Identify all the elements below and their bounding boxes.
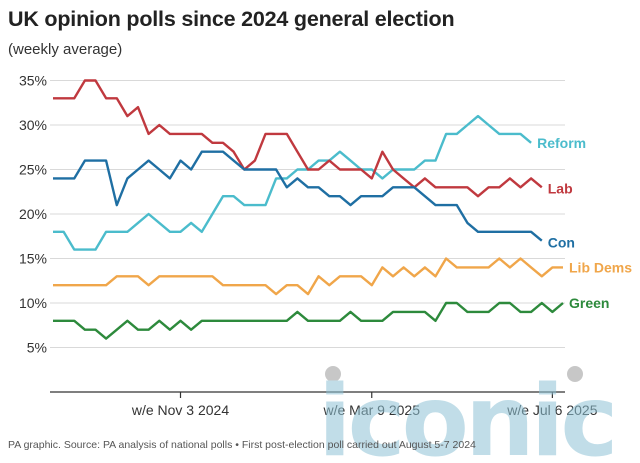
series-label-lab: Lab [548, 180, 573, 196]
y-tick-label: 15% [19, 251, 47, 267]
chart-subtitle: (weekly average) [8, 41, 123, 58]
watermark-logo: iconic [318, 365, 618, 463]
source-note: PA graphic. Source: PA analysis of natio… [8, 439, 476, 451]
y-tick-label: 30% [19, 117, 47, 133]
y-tick-label: 5% [27, 340, 47, 356]
series-line-con [53, 150, 543, 242]
series-labels: Reform Lab Con Lib Dems Green [537, 135, 632, 311]
series-line-reform [53, 114, 532, 251]
x-tick-label: w/e Mar 9 2025 [323, 402, 421, 418]
series-lines [53, 79, 564, 340]
watermark-dot-left [325, 366, 341, 382]
series-label-con: Con [548, 235, 575, 251]
y-axis-ticks: 5% 10% 15% 20% 25% 30% 35% [19, 73, 47, 356]
series-label-green: Green [569, 295, 609, 311]
series-line-lab [53, 79, 543, 198]
x-tick-label: w/e Jul 6 2025 [506, 402, 597, 418]
y-tick-label: 35% [19, 73, 47, 89]
series-label-reform: Reform [537, 135, 586, 151]
series-label-lib-dems: Lib Dems [569, 259, 632, 275]
x-tick-label: w/e Nov 3 2024 [131, 402, 229, 418]
series-line-lib-dems [53, 257, 563, 296]
watermark-text: iconic [318, 365, 614, 463]
x-axis-ticks: w/e Nov 3 2024 w/e Mar 9 2025 w/e Jul 6 20… [131, 392, 598, 418]
watermark-dot-right [567, 366, 583, 382]
y-tick-label: 25% [19, 162, 47, 178]
chart-title: UK opinion polls since 2024 general elec… [8, 7, 455, 31]
series-line-green [53, 301, 564, 340]
y-tick-label: 20% [19, 206, 47, 222]
y-tick-label: 10% [19, 295, 47, 311]
gridlines [50, 80, 565, 393]
